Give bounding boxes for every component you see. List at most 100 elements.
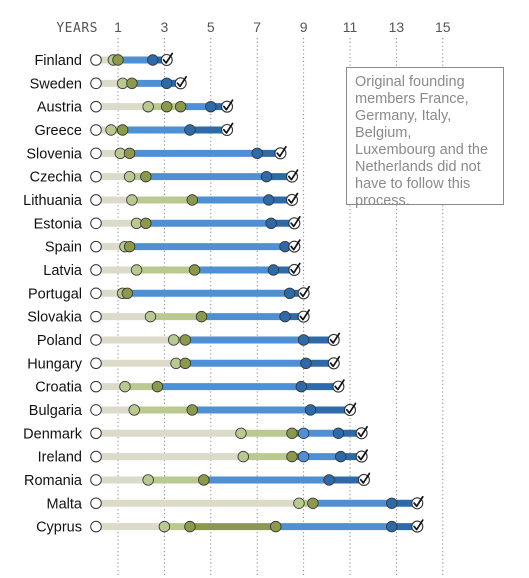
milestone-marker — [105, 124, 117, 136]
country-label: Hungary — [27, 356, 83, 372]
milestone-marker — [297, 427, 310, 439]
milestone-marker — [142, 100, 154, 113]
start-marker — [90, 54, 102, 66]
milestone-marker — [260, 170, 273, 183]
x-tick-label: 7 — [253, 19, 261, 35]
milestone-marker — [123, 240, 136, 253]
check-icon — [299, 285, 310, 298]
country-label: Estonia — [34, 216, 83, 232]
country-label: Romania — [24, 473, 83, 489]
check-icon — [222, 122, 234, 134]
milestone-marker — [332, 427, 345, 439]
milestone-marker — [130, 264, 143, 276]
milestone-marker — [286, 427, 298, 439]
start-marker — [90, 147, 102, 160]
check-icon — [345, 402, 357, 414]
milestone-marker — [151, 380, 164, 393]
milestone-marker — [386, 497, 398, 509]
milestone-marker — [297, 450, 310, 463]
check-icon — [299, 309, 310, 321]
milestone-marker — [184, 124, 196, 136]
milestone-marker — [128, 404, 140, 416]
country-label: Croatia — [35, 380, 83, 396]
start-marker — [90, 217, 102, 230]
milestone-marker — [121, 287, 133, 300]
milestone-marker — [142, 474, 154, 486]
milestone-marker — [126, 194, 138, 206]
start-marker — [90, 287, 102, 300]
check-icon — [413, 519, 424, 531]
country-label: Finland — [34, 53, 82, 69]
country-label: Slovakia — [27, 310, 83, 326]
start-marker — [90, 77, 102, 90]
milestone-marker — [161, 77, 173, 90]
start-marker — [90, 497, 102, 510]
milestone-marker — [140, 170, 152, 183]
start-marker — [90, 474, 102, 486]
check-icon — [329, 332, 341, 344]
milestone-marker — [119, 380, 131, 393]
check-icon — [290, 239, 301, 251]
milestone-marker — [267, 264, 280, 276]
milestone-marker — [335, 450, 347, 463]
milestone-marker — [386, 520, 398, 533]
country-label: Lithuania — [23, 193, 83, 209]
country-label: Austria — [37, 100, 83, 116]
check-icon — [357, 449, 368, 461]
start-marker — [90, 404, 102, 416]
milestone-marker — [167, 334, 180, 346]
x-tick-label: 3 — [161, 19, 169, 35]
country-label: Sweden — [30, 76, 82, 92]
check-icon — [222, 99, 234, 111]
country-label: Slovenia — [26, 146, 83, 162]
x-tick-label: 5 — [207, 19, 215, 35]
check-icon — [413, 495, 424, 508]
milestone-marker — [186, 194, 198, 206]
start-marker — [90, 357, 102, 370]
milestone-marker — [265, 217, 277, 230]
start-marker — [90, 450, 102, 463]
start-marker — [90, 100, 102, 113]
start-marker — [90, 520, 102, 533]
milestone-marker — [195, 310, 208, 323]
milestone-marker — [126, 77, 138, 90]
milestone-marker — [270, 520, 282, 533]
check-icon — [290, 262, 301, 274]
milestone-marker — [251, 147, 263, 160]
milestone-marker — [179, 357, 191, 369]
start-marker — [90, 334, 102, 346]
check-icon — [287, 169, 299, 181]
milestone-marker — [297, 334, 310, 346]
milestone-marker — [184, 520, 196, 533]
country-label: Spain — [45, 240, 82, 256]
country-label: Poland — [37, 333, 82, 349]
milestone-marker — [158, 520, 171, 533]
milestone-marker — [235, 427, 247, 439]
country-label: Denmark — [23, 426, 83, 442]
start-marker — [90, 380, 102, 393]
country-label: Ireland — [38, 450, 82, 466]
milestone-marker — [123, 147, 136, 160]
milestone-marker — [286, 450, 298, 463]
start-marker — [90, 170, 102, 183]
start-marker — [90, 240, 102, 253]
milestone-marker — [186, 404, 198, 416]
milestone-marker — [307, 497, 319, 509]
milestone-marker — [205, 100, 217, 113]
milestone-marker — [112, 54, 124, 66]
check-icon — [359, 472, 371, 484]
check-icon — [162, 52, 174, 64]
milestone-marker — [263, 194, 275, 206]
start-marker — [90, 124, 102, 136]
milestone-marker — [295, 380, 307, 393]
start-marker — [90, 310, 102, 323]
check-icon — [334, 379, 345, 391]
check-icon — [329, 355, 341, 368]
check-icon — [290, 215, 301, 228]
x-tick-label: 11 — [343, 19, 358, 35]
milestone-marker — [300, 357, 312, 369]
check-icon — [357, 425, 368, 438]
milestone-marker — [116, 124, 129, 136]
milestone-marker — [188, 264, 201, 276]
milestone-marker — [147, 54, 159, 66]
